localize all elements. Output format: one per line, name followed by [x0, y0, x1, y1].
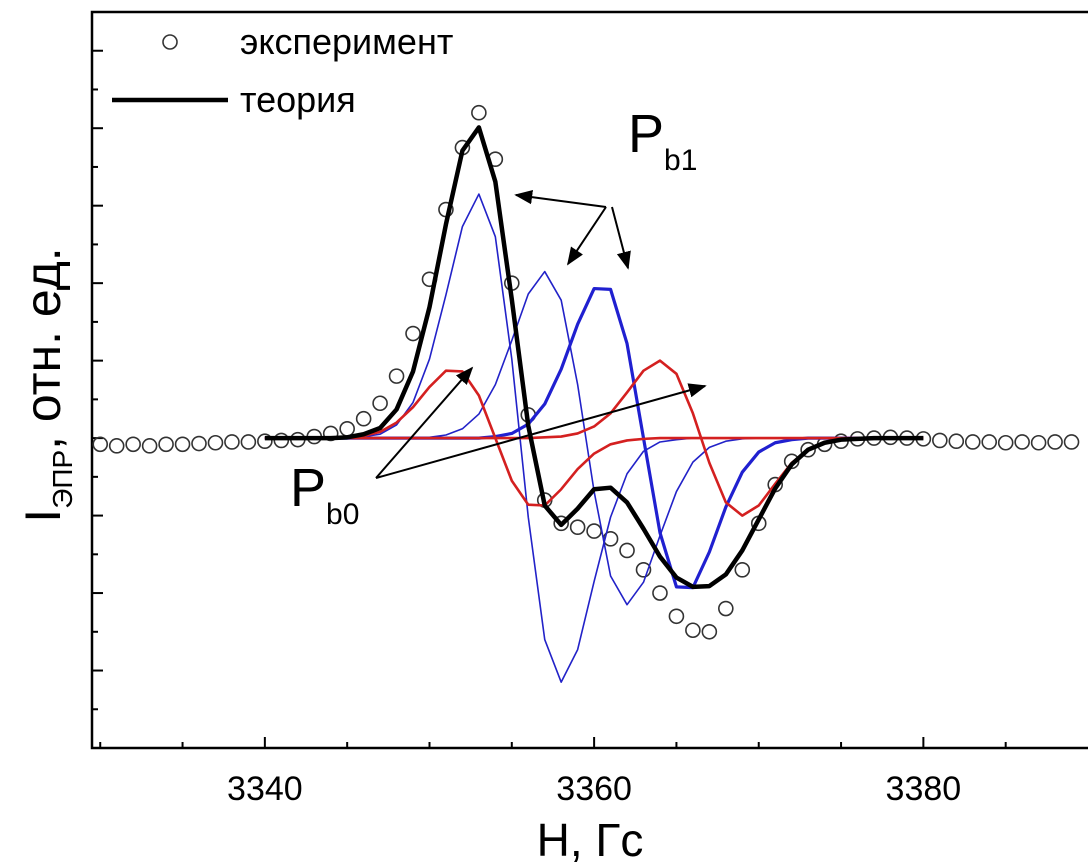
data-point: [635, 562, 652, 578]
x-tick-label: 3380: [886, 770, 962, 808]
data-point: [734, 562, 751, 578]
data-point: [125, 436, 141, 453]
data-point: [322, 425, 339, 442]
data-point: [372, 395, 388, 412]
arrow: [514, 190, 607, 208]
annotation: Pb0: [290, 458, 359, 531]
data-point: [964, 434, 981, 450]
data-point: [800, 441, 816, 458]
plot-frame: [90, 10, 1088, 750]
arrows: [375, 190, 707, 479]
data-point: [1014, 434, 1030, 450]
arrow: [567, 206, 607, 266]
arrow: [611, 206, 631, 270]
data-point: [701, 623, 718, 640]
data-point: [273, 432, 290, 449]
data-point: [92, 436, 109, 453]
y-label-subscript: ЭПР: [47, 450, 78, 509]
legend-label: теория: [240, 79, 356, 120]
legend-marker: [162, 34, 178, 50]
series-line: [264, 125, 924, 590]
data-point: [471, 104, 487, 121]
data-point: [174, 436, 191, 453]
data-point: [948, 433, 965, 450]
arrow: [375, 383, 707, 479]
data-point: [569, 519, 586, 536]
y-label-suffix: , отн. ед.: [15, 247, 71, 450]
data-point: [1063, 434, 1080, 450]
data-point: [685, 622, 701, 639]
data-point: [668, 608, 685, 625]
series-layer: [92, 104, 1080, 683]
data-point: [1030, 434, 1047, 451]
x-tick-label: 3360: [556, 770, 632, 808]
annotation: Pb1: [628, 104, 697, 177]
data-point: [932, 432, 948, 449]
data-point: [257, 433, 273, 450]
arrow: [375, 366, 474, 479]
plot-area: 3340 3360 3380: [90, 10, 1088, 808]
y-label-text: I: [15, 509, 71, 523]
x-tick-label: 3340: [227, 770, 303, 808]
data-point: [224, 434, 240, 450]
data-point: [339, 421, 355, 437]
x-axis-label: H, Гс: [537, 814, 644, 865]
annotation-text: P: [290, 458, 326, 518]
data-point: [718, 600, 734, 617]
data-point: [652, 585, 668, 601]
annotation-text: P: [628, 104, 664, 164]
legend: эксперимент теория: [112, 21, 453, 120]
data-point: [141, 438, 158, 454]
data-point: [1047, 434, 1063, 450]
series-line: [264, 369, 924, 507]
data-point: [240, 434, 257, 450]
data-point: [191, 435, 207, 452]
annotation-subscript: b0: [326, 498, 359, 531]
data-point: [405, 325, 421, 342]
data-point: [981, 434, 998, 450]
data-point: [355, 410, 372, 427]
data-point: [997, 434, 1014, 451]
data-point: [619, 542, 635, 559]
annotation-subscript: b1: [664, 144, 697, 177]
data-point: [207, 434, 224, 451]
data-point: [108, 438, 125, 454]
data-point: [388, 368, 405, 384]
y-axis-label: IЭПР, отн. ед.: [15, 247, 78, 522]
data-point: [586, 523, 602, 539]
data-point: [158, 436, 174, 453]
data-point: [553, 515, 569, 532]
legend-label: эксперимент: [240, 21, 453, 62]
